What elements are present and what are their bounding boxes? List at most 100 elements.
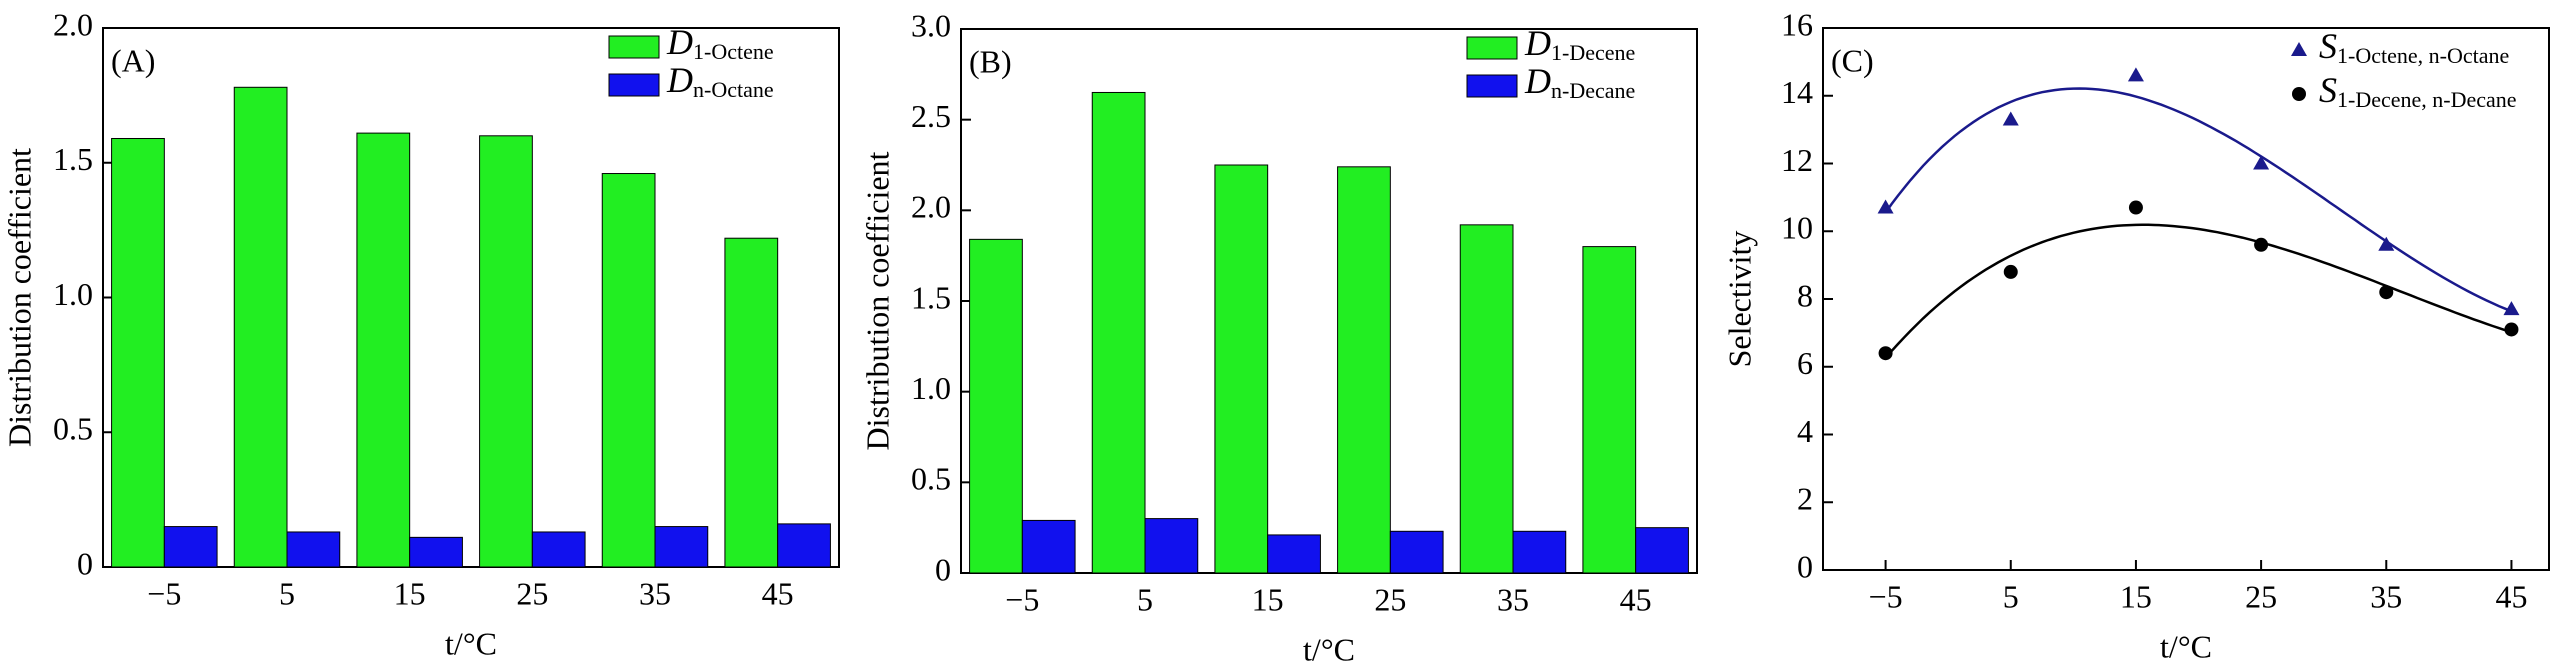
y-tick-label: 8 [1797, 277, 1813, 313]
bar [654, 526, 709, 568]
y-tick-label: 12 [1781, 142, 1813, 178]
legend-label: Dn-Octane [666, 60, 774, 102]
legend-label: D1-Octene [666, 22, 774, 64]
bar [1267, 534, 1321, 574]
x-tick-label: 35 [2370, 578, 2402, 614]
point [1878, 346, 1893, 361]
bar [1091, 91, 1146, 574]
y-tick-label: 1.5 [53, 141, 93, 177]
x-tick-label: 15 [1252, 581, 1284, 617]
point [2002, 111, 2019, 126]
bar [163, 526, 218, 568]
bar [1512, 530, 1567, 574]
y-tick-label: 0.5 [53, 411, 93, 447]
y-axis-label: Selectivity [1721, 231, 1757, 368]
y-axis-label: Distribution coefficient [1, 148, 37, 447]
bar [1389, 530, 1444, 574]
y-tick-label: 3.0 [911, 7, 951, 43]
bar [479, 135, 533, 568]
panel-label: (A) [111, 42, 155, 78]
bar [1459, 224, 1514, 574]
bar [1635, 527, 1689, 574]
point [2504, 322, 2519, 337]
y-tick-label: 0 [1797, 548, 1813, 584]
x-axis-label: t/°C [445, 625, 497, 661]
bar [1021, 519, 1076, 574]
y-tick-label: 14 [1781, 74, 1813, 110]
x-tick-label: 25 [1374, 581, 1406, 617]
bar [724, 237, 779, 568]
legend-swatch [1466, 74, 1518, 98]
x-tick-label: 5 [279, 575, 295, 611]
y-tick-label: 2.0 [53, 6, 93, 42]
bar [356, 132, 411, 568]
point [2003, 264, 2018, 279]
point [2378, 236, 2395, 251]
point [2379, 285, 2394, 300]
x-tick-label: −5 [1005, 581, 1039, 617]
bar [286, 531, 341, 568]
point [2292, 87, 2306, 101]
panel-label: (C) [1831, 42, 1874, 78]
bar [601, 173, 656, 568]
y-axis-label: Distribution coefficient [859, 151, 895, 450]
legend-label: S1-Octene, n-Octane [2319, 26, 2509, 68]
x-tick-label: 5 [2003, 578, 2019, 614]
y-tick-label: 16 [1781, 6, 1813, 42]
legend-swatch [608, 35, 660, 59]
legend-label: Dn-Decane [1524, 61, 1635, 103]
bar [1144, 518, 1199, 574]
x-tick-label: 45 [1620, 581, 1652, 617]
bar [969, 238, 1023, 574]
legend-swatch [1466, 36, 1518, 60]
point [2254, 237, 2269, 252]
bar [233, 86, 288, 568]
x-tick-label: 25 [516, 575, 548, 611]
x-tick-label: 35 [639, 575, 671, 611]
y-tick-label: 2.5 [911, 98, 951, 134]
fit-curve [1884, 87, 2512, 313]
y-tick-label: 2 [1797, 481, 1813, 517]
x-axis-label: t/°C [1303, 631, 1355, 667]
x-tick-label: 35 [1497, 581, 1529, 617]
bar [1337, 166, 1391, 574]
point [1877, 199, 1894, 214]
bar [409, 536, 463, 568]
point [2503, 301, 2520, 316]
legend-swatch [608, 73, 660, 97]
bar [111, 137, 165, 568]
x-tick-label: 15 [394, 575, 426, 611]
y-tick-label: 0 [935, 551, 951, 587]
fit-curve [1884, 223, 2512, 359]
x-tick-label: −5 [147, 575, 181, 611]
bar [1214, 164, 1269, 574]
x-tick-label: −5 [1869, 578, 1903, 614]
x-axis-label: t/°C [2160, 628, 2212, 664]
x-tick-label: 45 [2495, 578, 2527, 614]
legend-label: D1-Decene [1524, 23, 1635, 65]
y-tick-label: 10 [1781, 210, 1813, 246]
panel-label: (B) [969, 43, 1012, 79]
x-tick-label: 25 [2245, 578, 2277, 614]
y-tick-label: 4 [1797, 413, 1813, 449]
x-tick-label: 45 [762, 575, 794, 611]
bar [1582, 246, 1637, 574]
y-tick-label: 0.5 [911, 461, 951, 497]
point [2127, 67, 2144, 82]
y-tick-label: 0 [77, 545, 93, 581]
point [2291, 42, 2307, 56]
legend-label: S1-Decene, n-Decane [2319, 70, 2517, 112]
bar [777, 523, 831, 568]
x-tick-label: 5 [1137, 581, 1153, 617]
point [2253, 155, 2270, 170]
y-tick-label: 2.0 [911, 189, 951, 225]
y-tick-label: 1.5 [911, 279, 951, 315]
bar [531, 531, 586, 568]
y-tick-label: 1.0 [53, 276, 93, 312]
point [2128, 200, 2143, 215]
y-tick-label: 6 [1797, 345, 1813, 381]
x-tick-label: 15 [2120, 578, 2152, 614]
y-tick-label: 1.0 [911, 370, 951, 406]
